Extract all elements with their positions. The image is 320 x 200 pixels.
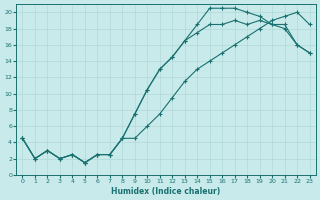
X-axis label: Humidex (Indice chaleur): Humidex (Indice chaleur): [111, 187, 221, 196]
